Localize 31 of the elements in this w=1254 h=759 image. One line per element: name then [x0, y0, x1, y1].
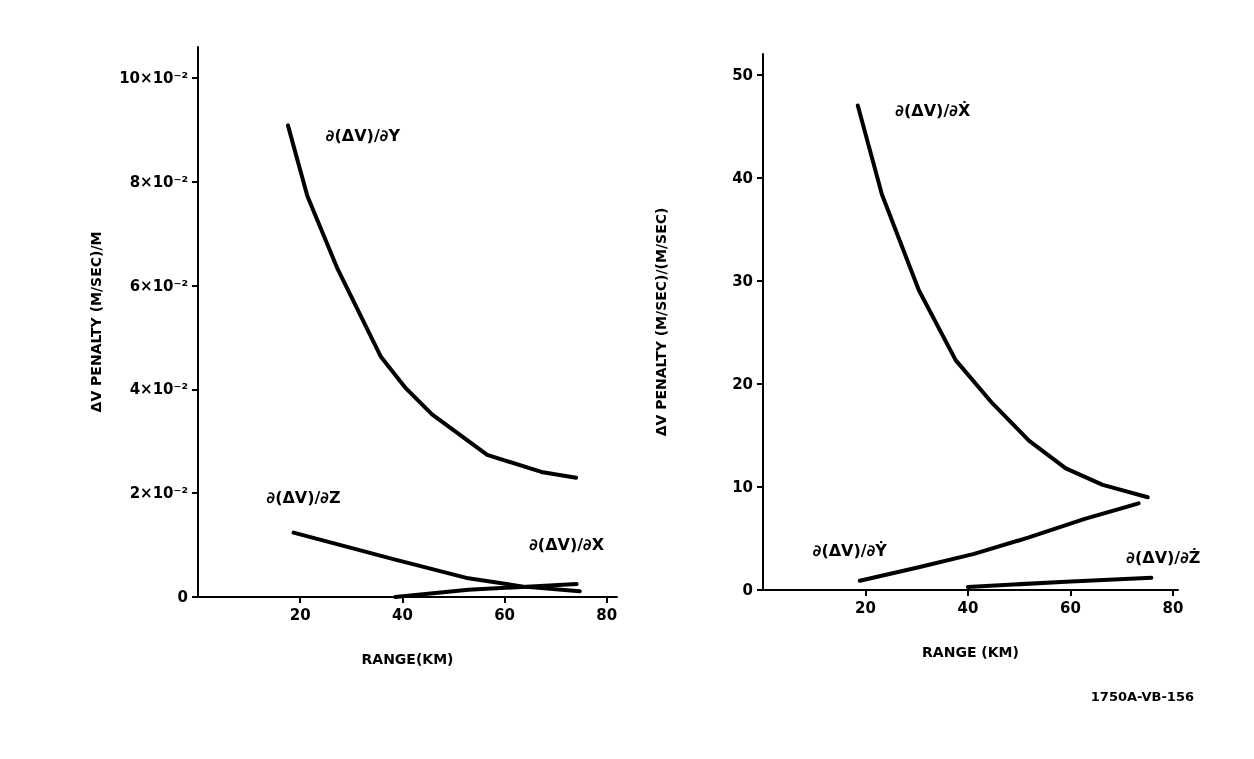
y-tick-label: 20	[732, 374, 753, 393]
x-tick-label: 40	[957, 598, 979, 617]
text: 1750A-VB-156	[1090, 689, 1195, 704]
text: ∂(ΔV)/∂X	[529, 534, 605, 554]
y-tick-label: 50	[732, 65, 753, 84]
y-axis-title: ΔV PENALTY (M/SEC)/M	[88, 231, 104, 413]
x-axis-title: RANGE (KM)	[922, 644, 1019, 660]
y-tick-label: 6×10⁻²	[129, 276, 188, 295]
series-label: ∂(ΔV)/∂Ż	[1126, 548, 1201, 568]
y-tick-label: 4×10⁻²	[129, 380, 188, 399]
y-tick-label: 30	[732, 271, 753, 290]
text: ∂(ΔV)/∂Z	[266, 488, 341, 508]
series-label: ∂(ΔV)/∂Ẏ	[812, 541, 888, 561]
series-label: ∂(ΔV)/∂Y	[325, 125, 401, 145]
x-axis-title: RANGE(KM)	[361, 651, 454, 667]
x-tick-label: 20	[855, 598, 876, 617]
y-tick-label: 8×10⁻²	[129, 172, 188, 191]
y-tick-label: 40	[732, 168, 753, 187]
x-tick-label: 80	[1162, 598, 1184, 617]
y-tick-label: 10	[732, 477, 753, 496]
y-tick-label: 10×10⁻²	[119, 69, 188, 88]
x-tick-label: 40	[391, 605, 413, 624]
y-tick-label: 0	[742, 581, 753, 599]
y-tick-label: 2×10⁻²	[129, 484, 188, 503]
y-axis-title: ΔV PENALTY (M/SEC)/(M/SEC)	[653, 207, 669, 437]
y-tick-label: 0	[177, 588, 188, 606]
text: ∂(ΔV)/∂Ẋ	[895, 101, 971, 121]
x-tick-label: 60	[1059, 598, 1081, 617]
x-tick-label: 60	[494, 605, 516, 624]
x-tick-label: 20	[289, 605, 311, 624]
x-tick-label: 80	[596, 605, 618, 624]
